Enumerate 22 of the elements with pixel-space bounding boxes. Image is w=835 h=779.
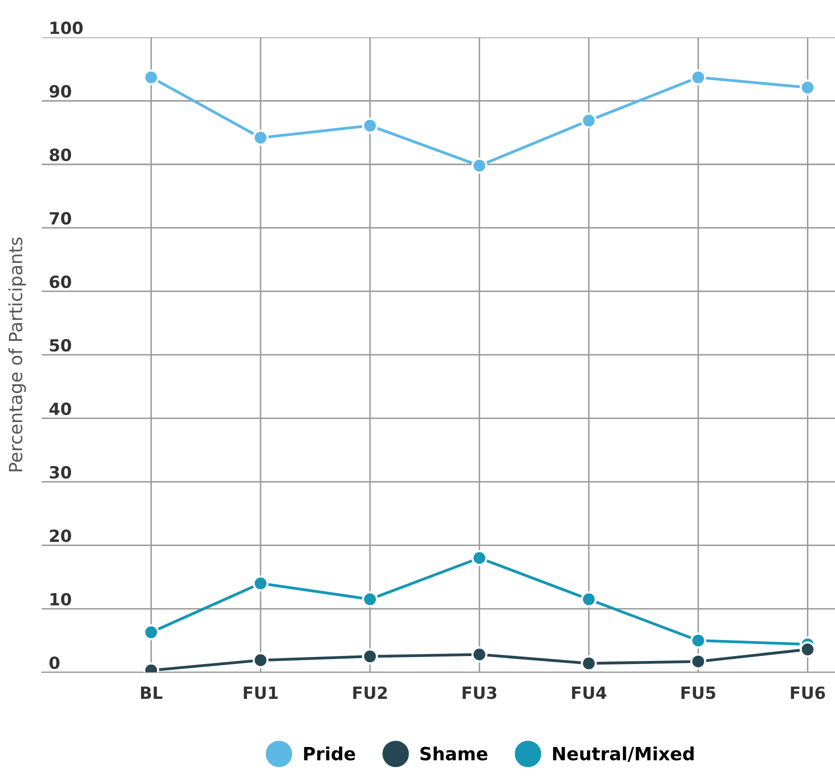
y-tick-label: 80: [50, 148, 72, 162]
x-tick-label: FU2: [353, 686, 387, 700]
y-tick-label: 30: [50, 466, 72, 479]
x-tick-label: FU4: [572, 686, 606, 700]
legend-label: Shame: [420, 746, 488, 760]
y-tick-label: 90: [50, 85, 72, 98]
y-tick-label: 40: [49, 402, 72, 416]
y-axis-title: Percentage of Participants: [8, 237, 26, 472]
y-tick-label: 10: [50, 592, 72, 606]
y-tick-label: 20: [50, 529, 72, 542]
legend-label: Neutral/Mixed: [553, 746, 694, 762]
y-tick-label: 70: [50, 212, 72, 225]
x-tick-label: FU1: [244, 686, 278, 700]
x-tick-label: FU5: [682, 686, 716, 700]
x-tick-label: FU6: [790, 686, 826, 700]
x-tick-label: BL: [141, 686, 162, 699]
x-tick-label: FU3: [462, 686, 496, 700]
y-tick-label: 100: [50, 22, 83, 34]
y-tick-label: 60: [50, 276, 72, 288]
y-tick-label: 50: [50, 339, 72, 352]
y-tick-label: 0: [49, 656, 60, 670]
legend-label: Pride: [304, 746, 356, 760]
